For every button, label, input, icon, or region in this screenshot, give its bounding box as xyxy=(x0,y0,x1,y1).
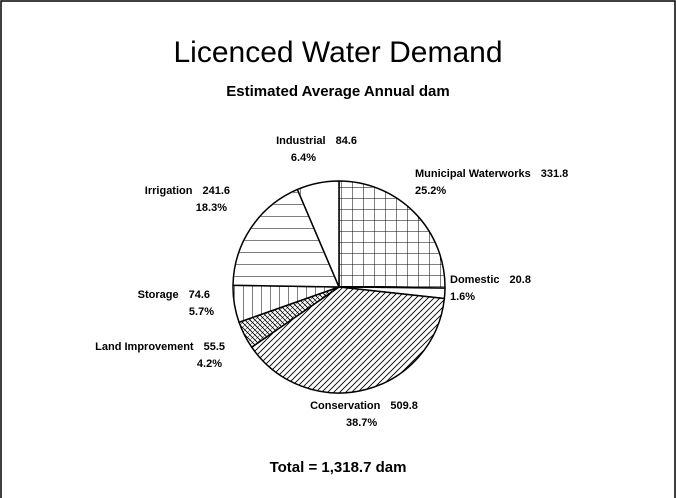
pie-slice xyxy=(296,180,340,288)
slice-percent: 4.2% xyxy=(197,358,222,370)
slice-value: 20.8 xyxy=(510,274,531,286)
slice-name: Storage xyxy=(138,289,179,301)
slice-value: 509.8 xyxy=(390,400,418,412)
slice-name: Municipal Waterworks xyxy=(415,168,531,180)
slice-name: Irrigation xyxy=(145,185,193,197)
labels: Municipal Waterworks 331.8 25.2% Domestic 20… xyxy=(95,135,568,429)
chart-subtitle: Estimated Average Annual dam xyxy=(226,83,449,100)
slice-percent: 25.2% xyxy=(415,185,446,197)
slice-value: 84.6 xyxy=(336,135,357,147)
slice-label: Irrigation 241.6 xyxy=(145,185,230,197)
slice-percent: 1.6% xyxy=(450,291,475,303)
slice-label: Storage 74.6 xyxy=(138,289,210,301)
slice-name: Industrial xyxy=(276,135,326,147)
chart-title: Licenced Water Demand xyxy=(173,36,502,69)
slice-name: Land Improvement xyxy=(95,341,194,353)
slice-label: Industrial 84.6 xyxy=(276,135,357,147)
slice-percent: 6.4% xyxy=(291,152,316,164)
slice-label: Domestic 20.8 xyxy=(450,274,531,286)
slice-value: 331.8 xyxy=(541,168,569,180)
total-label: Total = 1,318.7 dam xyxy=(270,459,407,476)
slice-value: 55.5 xyxy=(204,341,225,353)
slice-percent: 38.7% xyxy=(346,417,377,429)
slice-label: Conservation 509.8 xyxy=(310,400,418,412)
slice-percent: 5.7% xyxy=(189,306,214,318)
slice-percent: 18.3% xyxy=(196,202,227,214)
slice-value: 241.6 xyxy=(202,185,230,197)
slice-label: Land Improvement 55.5 xyxy=(95,341,225,353)
slice-name: Domestic xyxy=(450,274,500,286)
pie-slice xyxy=(250,286,446,394)
pie-slice xyxy=(338,180,446,289)
slice-name: Conservation xyxy=(310,400,381,412)
pie xyxy=(232,180,446,394)
pie-slice xyxy=(232,188,340,288)
slice-label: Municipal Waterworks 331.8 xyxy=(415,168,568,180)
slice-value: 74.6 xyxy=(189,289,210,301)
